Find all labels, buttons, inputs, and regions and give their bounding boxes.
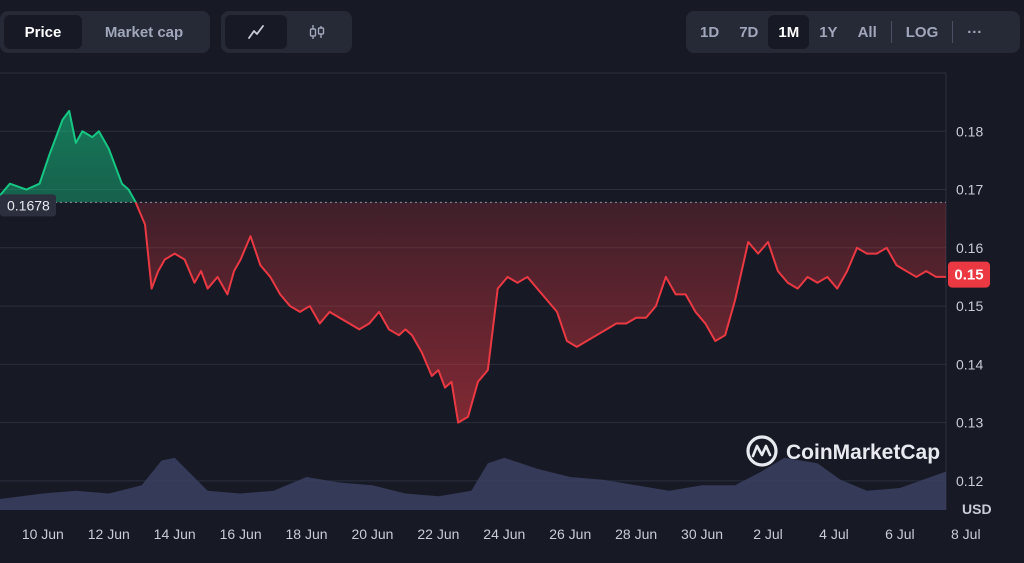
reference-price-label: 0.1678 (0, 194, 56, 217)
currency-label: USD (962, 501, 992, 517)
price-fill-areas (0, 110, 946, 423)
range-all-button[interactable]: All (857, 23, 877, 41)
current-price-badge: 0.15 (948, 261, 990, 288)
y-tick-label: 0.14 (956, 356, 983, 372)
volume-area (0, 457, 946, 510)
y-tick-label: 0.16 (956, 240, 983, 256)
price-fill-above (0, 110, 946, 203)
x-tick-label: 18 Jun (286, 526, 328, 542)
svg-text:0.1678: 0.1678 (7, 197, 50, 213)
price-marketcap-toggle: Price Market cap (0, 11, 210, 53)
range-1y-button[interactable]: 1Y (819, 23, 838, 41)
more-options-button[interactable]: ··· (967, 23, 983, 41)
x-tick-label: 22 Jun (417, 526, 459, 542)
y-tick-label: 0.12 (956, 473, 983, 489)
candlestick-button[interactable] (287, 15, 349, 49)
tab-market-cap[interactable]: Market cap (104, 23, 184, 41)
x-tick-label: 16 Jun (220, 526, 262, 542)
chart-style-toggle (221, 11, 352, 53)
log-scale-button[interactable]: LOG (905, 23, 939, 41)
range-divider (952, 21, 954, 43)
y-tick-label: 0.18 (956, 123, 983, 139)
line-chart-button[interactable] (225, 15, 287, 49)
candlestick-icon (310, 25, 325, 39)
range-divider (890, 21, 892, 43)
y-axis: 0.12 0.13 0.14 0.15 0.16 0.17 0.18 (956, 123, 983, 489)
x-tick-label: 30 Jun (681, 526, 723, 542)
coinmarketcap-logo: CoinMarketCap (746, 435, 940, 467)
watermark-text: CoinMarketCap (786, 441, 940, 464)
x-tick-label: 2 Jul (753, 526, 783, 542)
x-tick-label: 28 Jun (615, 526, 657, 542)
x-tick-label: 24 Jun (483, 526, 525, 542)
tab-price[interactable]: Price (4, 15, 82, 49)
coinmarketcap-icon (746, 435, 778, 467)
svg-text:0.15: 0.15 (954, 267, 983, 284)
range-1m-button[interactable]: 1M (768, 15, 810, 49)
x-tick-label: 8 Jul (951, 526, 981, 542)
time-range-selector: 1D 7D 1M 1Y All LOG ··· (686, 11, 1020, 53)
y-tick-label: 0.17 (956, 182, 983, 198)
x-tick-label: 12 Jun (88, 526, 130, 542)
line-chart-icon (247, 25, 264, 39)
volume-series (0, 457, 946, 510)
range-7d-button[interactable]: 7D (739, 23, 759, 41)
x-tick-label: 26 Jun (549, 526, 591, 542)
x-tick-label: 4 Jul (819, 526, 849, 542)
range-1d-button[interactable]: 1D (700, 23, 720, 41)
x-tick-label: 20 Jun (351, 526, 393, 542)
x-tick-label: 10 Jun (22, 526, 64, 542)
y-tick-label: 0.15 (956, 298, 983, 314)
y-tick-label: 0.13 (956, 415, 983, 431)
x-axis: 10 Jun 12 Jun 14 Jun 16 Jun 18 Jun 20 Jun 22 J… (22, 526, 981, 542)
x-tick-label: 14 Jun (154, 526, 196, 542)
price-line-down (134, 202, 946, 424)
x-tick-label: 6 Jul (885, 526, 915, 542)
price-line (0, 109, 946, 424)
price-fill-below (135, 202, 946, 423)
